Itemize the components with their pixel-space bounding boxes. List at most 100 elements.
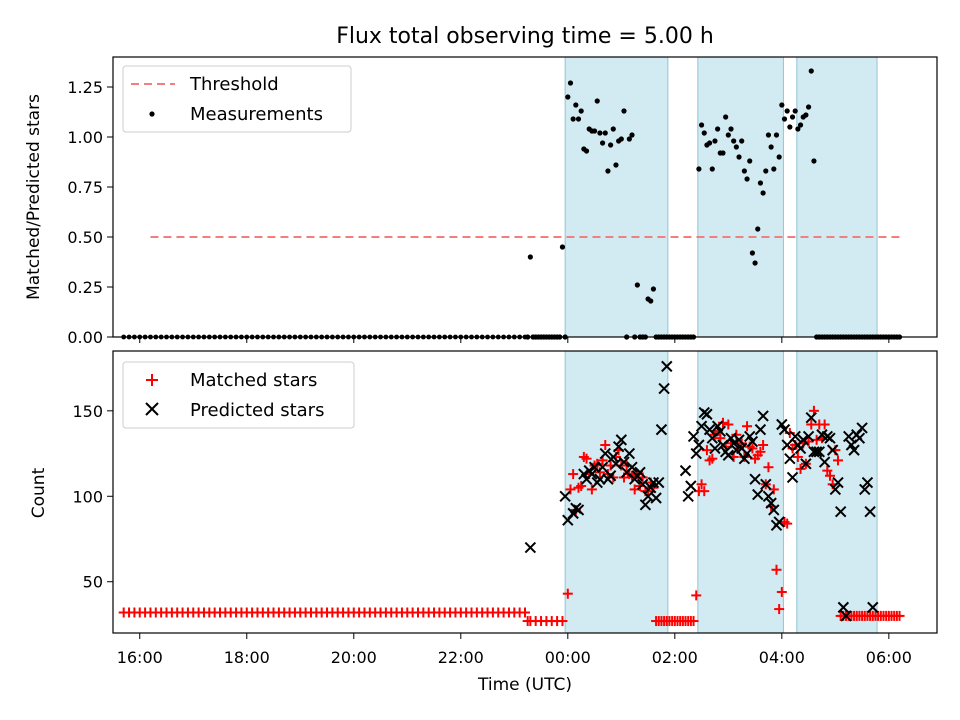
measurement-point xyxy=(728,126,734,132)
predicted-star-point xyxy=(639,499,652,511)
predicted-star-point xyxy=(765,497,777,509)
measurement-point xyxy=(567,80,574,86)
measurement-point xyxy=(760,190,766,196)
matched-star-point xyxy=(688,616,699,627)
matched-star-point xyxy=(742,421,753,432)
measurement-point xyxy=(629,132,635,138)
observing-window-3 xyxy=(796,56,878,338)
x-tick-label: 20:00 xyxy=(331,648,377,667)
measurement-point xyxy=(712,138,718,144)
predicted-star-point xyxy=(607,451,619,463)
predicted-star-point xyxy=(829,483,842,496)
predicted-star-point xyxy=(685,480,697,492)
top-y-axis-label: Matched/Predicted stars xyxy=(24,94,44,300)
predicted-star-point xyxy=(818,456,831,468)
matched-star-point xyxy=(691,590,702,601)
bottom-plot-frame xyxy=(112,350,938,634)
measurement-point xyxy=(733,144,739,150)
y-tick-label: 1.25 xyxy=(67,78,103,97)
measurement-point xyxy=(789,114,796,120)
measurement-point xyxy=(648,298,654,304)
measurements-legend-dot xyxy=(149,111,155,117)
observing-window-2 xyxy=(697,350,784,634)
predicted-star-point xyxy=(853,432,866,444)
predicted-star-point xyxy=(612,441,625,453)
measurement-point xyxy=(731,138,737,144)
predicted-star-point xyxy=(789,430,801,443)
predicted-star-point xyxy=(813,446,825,458)
predicted-star-point xyxy=(856,422,868,434)
measurement-point xyxy=(578,108,584,114)
predicted-star-point xyxy=(837,601,850,614)
bottom-y-ticks: 50 100 150 xyxy=(72,402,113,592)
matched-star-point xyxy=(822,465,833,476)
predicted-star-point xyxy=(524,541,537,554)
predicted-star-point xyxy=(754,423,767,436)
matched-star-point xyxy=(600,440,611,450)
x-tick-label: 00:00 xyxy=(545,648,591,667)
measurement-point xyxy=(720,150,726,156)
measurement-point xyxy=(605,168,611,174)
measurement-point xyxy=(752,260,758,266)
predicted-star-point xyxy=(690,447,702,460)
y-tick-label: 100 xyxy=(72,487,103,506)
matched-star-point xyxy=(763,462,774,473)
matched-star-point xyxy=(696,479,707,490)
predicted-star-point xyxy=(599,447,611,460)
matched-star-point xyxy=(833,455,844,466)
measurement-point xyxy=(650,286,657,292)
bottom-legend: Matched stars Predicted stars xyxy=(122,361,355,429)
measurements-legend-label: Measurements xyxy=(190,104,323,125)
predicted-star-point xyxy=(709,442,721,455)
bottom-legend-box xyxy=(122,361,355,429)
predicted-star-point xyxy=(752,488,764,501)
observing-window-1 xyxy=(564,56,669,338)
measurement-point xyxy=(803,112,809,118)
top-legend: Threshold Measurements xyxy=(122,65,352,133)
matched-star-point xyxy=(723,419,734,430)
matched-legend-marker xyxy=(146,374,158,386)
matched-star-point xyxy=(581,453,592,464)
predicted-star-point xyxy=(848,444,860,456)
predicted-star-point xyxy=(562,514,574,526)
predicted-star-point xyxy=(824,432,836,444)
measurement-point xyxy=(608,142,614,148)
observing-window-2 xyxy=(697,56,784,338)
predicted-star-point xyxy=(760,478,772,491)
predicted-star-point xyxy=(864,505,876,518)
measurement-point xyxy=(575,116,582,122)
predicted-star-point xyxy=(661,360,673,373)
predicted-star-point xyxy=(741,447,753,460)
measurement-point xyxy=(765,132,772,138)
y-tick-label: 150 xyxy=(72,402,103,421)
predicted-star-point xyxy=(749,473,761,485)
predicted-star-point xyxy=(687,430,700,443)
predicted-star-point xyxy=(701,408,713,420)
predicted-star-point xyxy=(810,446,823,458)
measurement-point xyxy=(610,126,616,132)
matched-star-point xyxy=(792,451,803,462)
measurement-point xyxy=(527,254,533,260)
measurement-point xyxy=(709,166,715,172)
measurement-point xyxy=(613,162,619,168)
measurement-point xyxy=(723,114,729,120)
predicted-star-point xyxy=(559,490,571,502)
measurement-point xyxy=(594,98,600,104)
matched-star-point xyxy=(774,604,785,615)
measurement-point xyxy=(771,166,777,172)
matched-star-point xyxy=(557,616,568,627)
predicted-star-point xyxy=(768,504,780,516)
count-points xyxy=(118,360,905,627)
predicted-star-point xyxy=(653,476,665,489)
predicted-star-point xyxy=(797,434,809,446)
y-tick-label: 0.75 xyxy=(67,178,103,197)
measurement-point xyxy=(618,136,624,142)
predicted-star-point xyxy=(604,470,617,482)
matched-star-point xyxy=(771,564,782,575)
matched-star-point xyxy=(795,463,806,474)
matched-star-point xyxy=(755,446,766,457)
measurement-point xyxy=(763,168,769,174)
x-axis-label: Time (UTC) xyxy=(477,675,572,695)
measurement-point xyxy=(621,108,627,114)
